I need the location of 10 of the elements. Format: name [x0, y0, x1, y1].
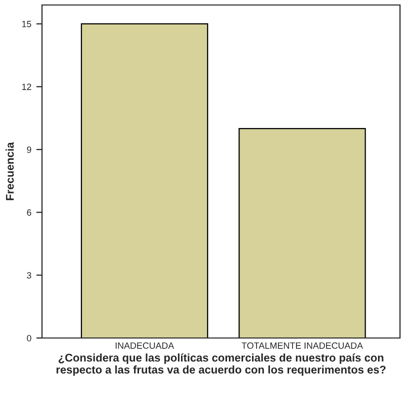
x-axis-title: ¿Considera que las políticas comerciales de nuestro país con respecto a las frutas va de acuerdo con los requerimentos es?: [56, 353, 386, 376]
x-tick-label: INADECUADA: [116, 342, 174, 349]
y-tick-label: 0: [26, 334, 32, 342]
y-tick-label: 12: [22, 84, 32, 90]
y-tick-label: 6: [27, 209, 32, 216]
x-tick-label: TOTALMENTE INADECUADA: [242, 342, 363, 349]
y-axis-title: Frecuencia: [6, 142, 14, 200]
y-tick-label: 15: [22, 20, 32, 28]
y-tick-label: 3: [26, 272, 32, 279]
y-tick-label: 9: [26, 146, 32, 153]
